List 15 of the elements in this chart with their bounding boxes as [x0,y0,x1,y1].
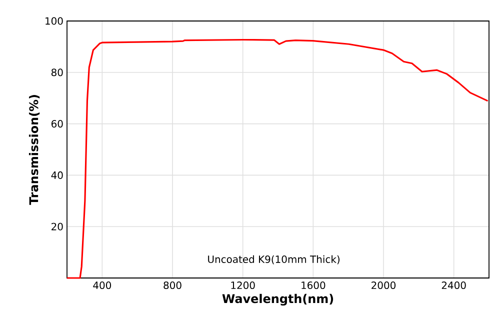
y-tick-label: 100 [46,17,63,25]
line-series [66,38,489,279]
annotation: Uncoated K9(10mm Thick) [208,255,340,264]
y-tick-label: 40 [51,171,63,179]
y-tick-label: 20 [52,222,63,230]
y-axis-title: Transmission(%) [28,95,40,205]
x-axis-title: Wavelength(nm) [222,294,334,306]
x-tick-label: 1200 [231,282,255,290]
x-tick-label: 2000 [372,282,396,290]
x-tick-label: 1600 [302,282,326,290]
x-tick-label: 400 [93,282,112,290]
x-tick-label: 800 [164,282,182,290]
x-tick-label: 2400 [442,282,466,290]
y-tick-label: 60 [52,120,63,128]
y-tick-label: 80 [51,68,63,76]
